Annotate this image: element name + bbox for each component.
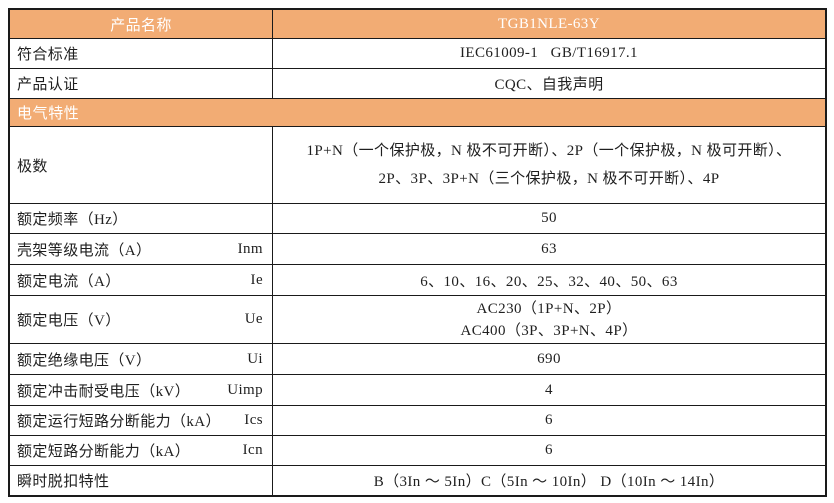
- table-row-certification: 产品认证 CQC、自我声明: [10, 68, 825, 98]
- poles-value-line2: 2P、3P、3P+N（三个保护极，N 极不可开断）、4P: [378, 171, 720, 187]
- certification-value: CQC、自我声明: [273, 69, 825, 98]
- impulse-voltage-value: 4: [273, 375, 825, 405]
- service-breaking-label: 额定运行短路分断能力（kA）: [17, 414, 221, 430]
- table-row-breaking-capacity: 额定短路分断能力（kA） Icn 6: [10, 435, 825, 465]
- certification-text: CQC、自我声明: [494, 77, 604, 93]
- rated-voltage-label: 额定电压（V）: [17, 313, 121, 329]
- rated-frequency-value: 50: [273, 204, 825, 233]
- table-row-rated-frequency: 额定频率（Hz） 50: [10, 203, 825, 233]
- tripping-characteristic-label: 瞬时脱扣特性: [10, 466, 273, 495]
- table-row-rated-current: 额定电流（A） Ie 6、10、16、20、25、32、40、50、63: [10, 264, 825, 295]
- rated-voltage-symbol: Ue: [244, 311, 263, 327]
- table-row-standards: 符合标准 IEC61009-1 GB/T16917.1: [10, 38, 825, 68]
- rated-current-label-cell: 额定电流（A） Ie: [10, 265, 273, 295]
- product-name-value: TGB1NLE-63Y: [273, 10, 825, 38]
- impulse-voltage-label-cell: 额定冲击耐受电压（kV） Uimp: [10, 375, 273, 405]
- section-header-electrical: 电气特性: [10, 98, 825, 126]
- rated-frequency-text: 50: [541, 210, 557, 226]
- table-row-insulation-voltage: 额定绝缘电压（V） Ui 690: [10, 343, 825, 374]
- breaking-capacity-label: 额定短路分断能力（kA）: [17, 444, 191, 460]
- product-name-label: 产品名称: [10, 10, 273, 38]
- service-breaking-value: 6: [273, 406, 825, 435]
- insulation-voltage-symbol: Ui: [247, 350, 263, 367]
- tripping-characteristic-value: B（3In ～ 5In）C（5In ～ 10In） D（10In ～ 14In）: [273, 466, 825, 495]
- standards-text: IEC61009-1 GB/T16917.1: [460, 45, 638, 61]
- poles-value: 1P+N（一个保护极，N 极不可开断）、2P（一个保护极，N 极可开断）、 2P…: [273, 127, 825, 203]
- rated-current-value: 6、10、16、20、25、32、40、50、63: [273, 265, 825, 295]
- breaking-capacity-symbol: Icn: [242, 442, 263, 458]
- table-row-service-breaking-capacity: 额定运行短路分断能力（kA） Ics 6: [10, 405, 825, 435]
- insulation-voltage-label: 额定绝缘电压（V）: [17, 352, 152, 369]
- impulse-voltage-text: 4: [545, 381, 553, 398]
- standards-value: IEC61009-1 GB/T16917.1: [273, 39, 825, 68]
- product-spec-table: 产品名称 TGB1NLE-63Y 符合标准 IEC61009-1 GB/T169…: [8, 8, 827, 497]
- rated-frequency-label: 额定频率（Hz）: [10, 204, 273, 233]
- rated-current-text: 6、10、16、20、25、32、40、50、63: [420, 273, 678, 290]
- impulse-voltage-symbol: Uimp: [227, 381, 263, 398]
- rated-current-label: 额定电流（A）: [17, 273, 121, 290]
- table-row-frame-current: 壳架等级电流（A） Inm 63: [10, 233, 825, 264]
- insulation-voltage-text: 690: [537, 350, 561, 367]
- rated-voltage-value: AC230（1P+N、2P） AC400（3P、3P+N、4P）: [273, 296, 825, 343]
- tripping-characteristic-text: B（3In ～ 5In）C（5In ～ 10In） D（10In ～ 14In）: [373, 474, 725, 490]
- table-row-tripping-characteristic: 瞬时脱扣特性 B（3In ～ 5In）C（5In ～ 10In） D（10In …: [10, 465, 825, 495]
- service-breaking-text: 6: [545, 412, 553, 428]
- rated-voltage-line1: AC230（1P+N、2P）: [476, 300, 622, 317]
- service-breaking-symbol: Ics: [244, 412, 263, 428]
- table-row-impulse-voltage: 额定冲击耐受电压（kV） Uimp 4: [10, 374, 825, 405]
- standards-label: 符合标准: [10, 39, 273, 68]
- product-model-text: TGB1NLE-63Y: [498, 15, 600, 32]
- impulse-voltage-label: 额定冲击耐受电压（kV）: [17, 383, 191, 400]
- insulation-voltage-value: 690: [273, 344, 825, 374]
- table-row-rated-voltage: 额定电压（V） Ue AC230（1P+N、2P） AC400（3P、3P+N、…: [10, 295, 825, 343]
- rated-voltage-line2: AC400（3P、3P+N、4P）: [460, 322, 638, 339]
- breaking-capacity-text: 6: [545, 442, 553, 458]
- table-row-poles: 极数 1P+N（一个保护极，N 极不可开断）、2P（一个保护极，N 极可开断）、…: [10, 126, 825, 203]
- service-breaking-label-cell: 额定运行短路分断能力（kA） Ics: [10, 406, 273, 435]
- poles-value-line1: 1P+N（一个保护极，N 极不可开断）、2P（一个保护极，N 极可开断）、: [306, 143, 792, 159]
- frame-current-text: 63: [541, 240, 557, 257]
- frame-current-label: 壳架等级电流（A）: [17, 242, 152, 259]
- rated-current-symbol: Ie: [250, 271, 263, 288]
- breaking-capacity-value: 6: [273, 436, 825, 465]
- insulation-voltage-label-cell: 额定绝缘电压（V） Ui: [10, 344, 273, 374]
- frame-current-label-cell: 壳架等级电流（A） Inm: [10, 234, 273, 264]
- rated-voltage-label-cell: 额定电压（V） Ue: [10, 296, 273, 343]
- table-row-product-name: 产品名称 TGB1NLE-63Y: [10, 10, 825, 38]
- frame-current-value: 63: [273, 234, 825, 264]
- certification-label: 产品认证: [10, 69, 273, 98]
- frame-current-symbol: Inm: [237, 240, 263, 257]
- breaking-capacity-label-cell: 额定短路分断能力（kA） Icn: [10, 436, 273, 465]
- poles-label: 极数: [10, 127, 273, 203]
